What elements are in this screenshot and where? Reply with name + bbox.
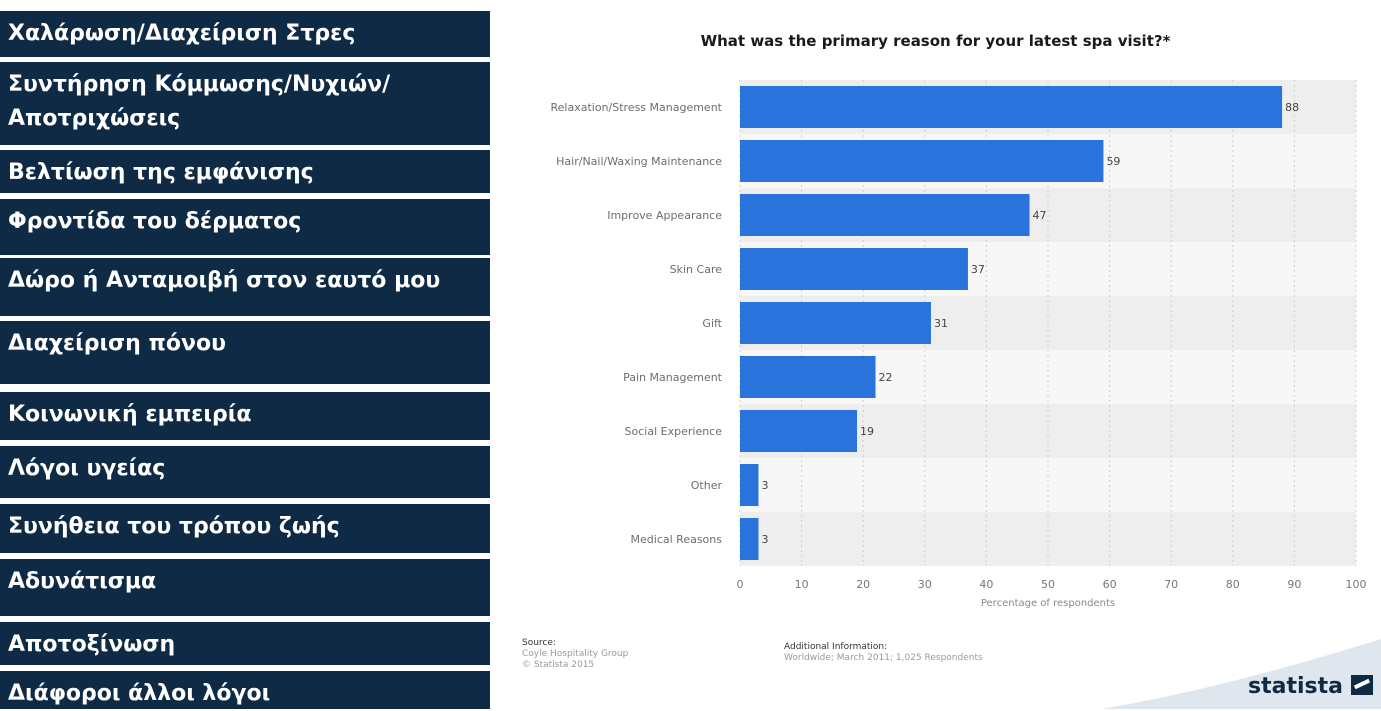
category-label: Improve Appearance (607, 209, 722, 222)
bar (740, 248, 968, 290)
category-label: Medical Reasons (631, 533, 723, 546)
bar (740, 140, 1104, 182)
statista-icon (1351, 675, 1373, 695)
list-item: Χαλάρωση/Διαχείριση Στρες (0, 11, 490, 57)
data-label: 31 (934, 317, 948, 330)
data-label: 47 (1033, 209, 1047, 222)
bar (740, 356, 876, 398)
chart-title: What was the primary reason for your lat… (700, 32, 1171, 50)
reason-list: Χαλάρωση/Διαχείριση Στρες Συντήρηση Κόμμω… (0, 0, 490, 709)
list-item: Βελτίωση της εμφάνισης (0, 150, 490, 193)
category-label: Hair/Nail/Waxing Maintenance (556, 155, 722, 168)
x-tick-label: 60 (1103, 578, 1117, 591)
list-item: Διαχείριση πόνου (0, 321, 490, 384)
data-label: 22 (879, 371, 893, 384)
category-label: Relaxation/Stress Management (550, 101, 722, 114)
x-tick-label: 50 (1041, 578, 1055, 591)
list-item: Αδυνάτισμα (0, 559, 490, 616)
list-item: Λόγοι υγείας (0, 446, 490, 498)
list-item: Φροντίδα του δέρματος (0, 199, 490, 255)
source-block: Source: Coyle Hospitality Group © Statis… (522, 638, 628, 671)
list-item: Αποτοξίνωση (0, 622, 490, 665)
list-item: Κοινωνική εμπειρία (0, 392, 490, 440)
bar (740, 410, 858, 452)
source-label: Source: (522, 638, 556, 648)
x-tick-label: 20 (856, 578, 870, 591)
x-tick-label: 0 (737, 578, 744, 591)
data-label: 88 (1285, 101, 1299, 114)
x-tick-label: 100 (1346, 578, 1367, 591)
category-label: Pain Management (623, 371, 723, 384)
data-label: 37 (971, 263, 985, 276)
data-label: 59 (1106, 155, 1120, 168)
brand-swoosh (1101, 639, 1381, 709)
bar-chart: Relaxation/Stress Management 88 Hair/Nail/… (550, 80, 1367, 609)
x-tick-label: 80 (1226, 578, 1240, 591)
source-line: © Statista 2015 (522, 660, 595, 670)
bar (740, 86, 1283, 128)
x-tick-label: 70 (1164, 578, 1178, 591)
brand-name: statista (1248, 674, 1343, 699)
chart-panel: What was the primary reason for your lat… (490, 0, 1381, 709)
list-item: Δώρο ή Ανταμοιβή στον εαυτό μου (0, 258, 490, 316)
bar (740, 194, 1030, 236)
category-label: Other (691, 479, 723, 492)
data-label: 19 (860, 425, 874, 438)
list-item: Συνήθεια του τρόπου ζωής (0, 504, 490, 553)
data-label: 3 (761, 533, 768, 546)
category-label: Social Experience (625, 425, 723, 438)
x-axis-title: Percentage of respondents (981, 598, 1115, 609)
info-text: Worldwide; March 2011; 1,025 Respondents (784, 653, 983, 663)
statista-logo: statista (1101, 639, 1381, 709)
bar (740, 518, 759, 560)
x-tick-label: 90 (1287, 578, 1301, 591)
list-item: Συντήρηση Κόμμωσης/Νυχιών/ Αποτριχώσεις (0, 62, 490, 145)
x-tick-label: 10 (795, 578, 809, 591)
x-tick-label: 40 (979, 578, 993, 591)
list-item: Διάφοροι άλλοι λόγοι (0, 671, 490, 709)
bar (740, 302, 931, 344)
category-label: Gift (702, 317, 722, 330)
category-label: Skin Care (670, 263, 723, 276)
data-label: 3 (761, 479, 768, 492)
info-label: Additional Information: (784, 642, 888, 652)
source-line: Coyle Hospitality Group (522, 649, 629, 659)
additional-info-block: Additional Information: Worldwide; March… (784, 642, 983, 664)
bar (740, 464, 759, 506)
x-tick-label: 30 (918, 578, 932, 591)
